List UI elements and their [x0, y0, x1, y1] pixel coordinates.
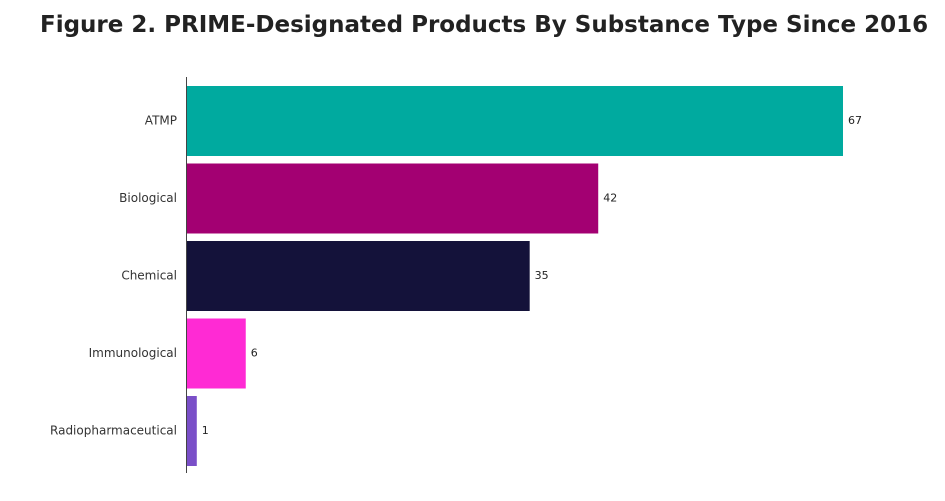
bar-immunological	[187, 318, 246, 389]
category-label-atmp: ATMP	[145, 114, 177, 128]
bar-radiopharmaceutical	[187, 396, 197, 466]
category-label-immunological: Immunological	[89, 346, 177, 360]
value-label-immunological: 6	[251, 347, 258, 360]
value-label-biological: 42	[603, 192, 617, 205]
bars-group: ATMP 67 Biological 42 Chemical 35 Immunologica…	[50, 86, 862, 466]
bar-biological	[187, 163, 599, 234]
value-label-atmp: 67	[848, 114, 862, 127]
category-label-radiopharmaceutical: Radiopharmaceutical	[50, 424, 177, 438]
category-label-chemical: Chemical	[121, 269, 177, 283]
category-label-biological: Biological	[119, 191, 177, 205]
value-label-chemical: 35	[535, 269, 549, 282]
bar-chemical	[187, 241, 530, 311]
chart-title: Figure 2. PRIME-Designated Products By S…	[40, 12, 929, 38]
value-label-radiopharmaceutical: 1	[202, 424, 209, 437]
bar-atmp	[187, 86, 843, 156]
